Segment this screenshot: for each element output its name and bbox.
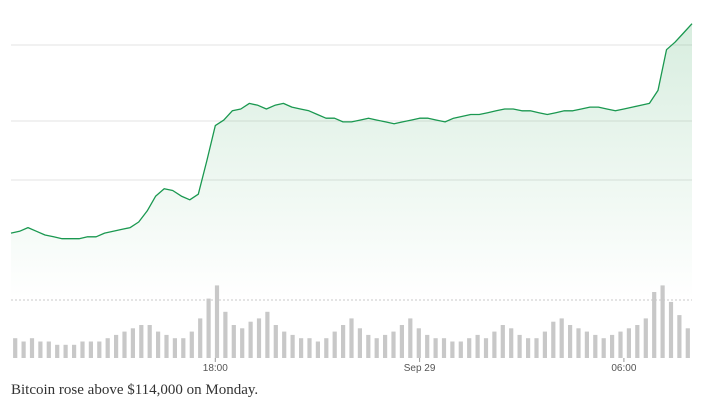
volume-bar xyxy=(223,311,228,358)
volume-bar xyxy=(416,328,421,358)
volume-bar xyxy=(475,334,480,358)
volume-bar xyxy=(635,325,640,358)
volume-bar xyxy=(29,338,35,358)
volume-bar xyxy=(425,334,430,358)
volume-bar xyxy=(408,318,413,358)
volume-bar xyxy=(172,338,177,358)
volume-bar xyxy=(290,334,295,358)
volume-bar xyxy=(593,334,598,358)
volume-bar xyxy=(568,325,573,358)
volume-bar xyxy=(534,338,539,358)
volume-bar xyxy=(13,338,18,358)
volume-bar xyxy=(467,338,472,358)
volume-bar xyxy=(181,338,186,358)
volume-bar xyxy=(88,341,93,358)
volume-bar xyxy=(256,318,262,358)
volume-bar xyxy=(441,338,447,358)
volume-bar xyxy=(399,325,404,358)
volume-bar xyxy=(584,331,589,358)
volume-bar xyxy=(366,334,371,358)
volume-bar xyxy=(458,341,463,358)
volume-bar xyxy=(433,338,438,358)
volume-bar xyxy=(231,325,236,358)
volume-bar xyxy=(610,334,615,358)
volume-bar xyxy=(97,341,102,358)
volume-bar xyxy=(374,338,379,358)
volume-bar xyxy=(517,334,522,358)
volume-bar xyxy=(509,328,514,358)
volume-bar xyxy=(542,331,547,358)
volume-bar xyxy=(349,318,354,358)
volume-bar xyxy=(526,338,531,358)
chart-caption: Bitcoin rose above $114,000 on Monday. xyxy=(11,382,259,398)
volume-bar xyxy=(21,341,26,358)
volume-bar xyxy=(265,311,270,358)
volume-bar xyxy=(299,338,304,358)
volume-bar xyxy=(156,331,161,358)
volume-bar xyxy=(38,341,43,358)
volume-bar xyxy=(626,328,631,358)
volume-bar xyxy=(383,334,388,358)
volume-bar xyxy=(105,338,110,358)
x-axis-ticks: 18:00 Sep 29 06:00 xyxy=(203,358,637,374)
volume-bar xyxy=(164,334,169,358)
volume-bar xyxy=(643,318,648,358)
volume-bar xyxy=(660,285,665,358)
volume-bars xyxy=(13,285,690,358)
volume-bar xyxy=(130,328,135,358)
volume-bar xyxy=(214,285,220,358)
volume-bar xyxy=(450,341,455,358)
volume-bar xyxy=(273,325,278,358)
volume-bar xyxy=(282,331,287,358)
volume-bar xyxy=(198,318,203,358)
volume-bar xyxy=(139,325,144,358)
volume-bar xyxy=(341,325,346,358)
volume-bar xyxy=(114,334,119,358)
volume-bar xyxy=(576,328,581,358)
volume-bar xyxy=(206,298,211,358)
volume-bar xyxy=(357,328,362,358)
volume-bar xyxy=(332,331,337,358)
price-line xyxy=(10,23,693,240)
volume-bar xyxy=(80,341,85,358)
volume-bar xyxy=(652,292,657,358)
volume-bar xyxy=(307,338,312,358)
volume-bar xyxy=(147,325,152,358)
volume-bar xyxy=(601,338,606,358)
x-tick-label: 06:00 xyxy=(611,363,636,374)
volume-bar xyxy=(324,338,329,358)
volume-bar xyxy=(677,315,682,358)
volume-bar xyxy=(668,301,674,358)
volume-bar xyxy=(189,331,194,358)
volume-bar xyxy=(122,331,127,358)
volume-bar xyxy=(72,344,77,358)
x-tick-label: 18:00 xyxy=(203,363,228,374)
volume-bar xyxy=(46,341,51,358)
volume-bar xyxy=(55,344,60,358)
x-tick-label: Sep 29 xyxy=(404,363,436,374)
volume-bar xyxy=(240,328,245,358)
volume-bar xyxy=(63,344,68,358)
volume-bar xyxy=(618,331,623,358)
volume-bar xyxy=(391,331,396,358)
volume-bar xyxy=(500,325,505,358)
volume-bar xyxy=(483,338,489,358)
volume-bar xyxy=(248,321,253,358)
price-area-fill xyxy=(11,23,692,298)
volume-bar xyxy=(559,318,564,358)
volume-bar xyxy=(685,328,690,358)
volume-bar xyxy=(315,341,320,358)
volume-bar xyxy=(551,321,556,358)
volume-bar xyxy=(492,331,497,358)
